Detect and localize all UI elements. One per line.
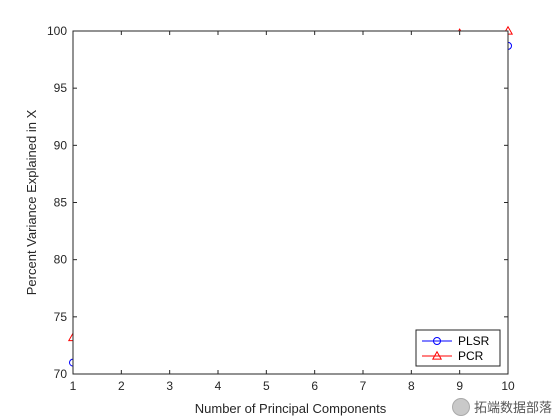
legend-label-pcr: PCR bbox=[458, 349, 484, 363]
x-tick-label: 9 bbox=[456, 379, 463, 393]
x-axis-label: Number of Principal Components bbox=[195, 401, 387, 416]
y-tick-label: 70 bbox=[54, 367, 68, 381]
watermark: 拓端数据部落 bbox=[451, 397, 552, 416]
x-tick-label: 4 bbox=[215, 379, 222, 393]
legend-label-plsr: PLSR bbox=[458, 334, 490, 348]
y-tick-label: 90 bbox=[54, 138, 68, 152]
legend-box bbox=[415, 329, 501, 367]
y-tick-label: 85 bbox=[54, 196, 68, 210]
y-tick-label: 80 bbox=[54, 253, 68, 267]
plot-frame bbox=[72, 30, 509, 375]
y-tick-label: 100 bbox=[47, 24, 67, 38]
watermark-text: 拓端数据部落 bbox=[473, 400, 552, 415]
x-tick-label: 1 bbox=[70, 379, 77, 393]
x-tick-label: 10 bbox=[501, 379, 515, 393]
x-tick-label: 3 bbox=[166, 379, 173, 393]
y-axis-label: Percent Variance Explained in X bbox=[24, 109, 39, 295]
y-tick-label: 95 bbox=[54, 81, 68, 95]
x-tick-label: 2 bbox=[118, 379, 125, 393]
y-tick-label: 75 bbox=[54, 310, 68, 324]
x-tick-label: 6 bbox=[311, 379, 318, 393]
wechat-icon bbox=[451, 397, 470, 416]
x-tick-label: 8 bbox=[408, 379, 415, 393]
x-tick-label: 5 bbox=[263, 379, 270, 393]
legend-marker-plsr bbox=[433, 337, 441, 345]
axes: 1 2 3 4 5 6 7 8 9 10 70 75 80 85 90 95 100 Number of Prin… bbox=[24, 24, 515, 416]
x-tick-label: 7 bbox=[360, 379, 367, 393]
legend-marker-pcr bbox=[431, 350, 443, 360]
